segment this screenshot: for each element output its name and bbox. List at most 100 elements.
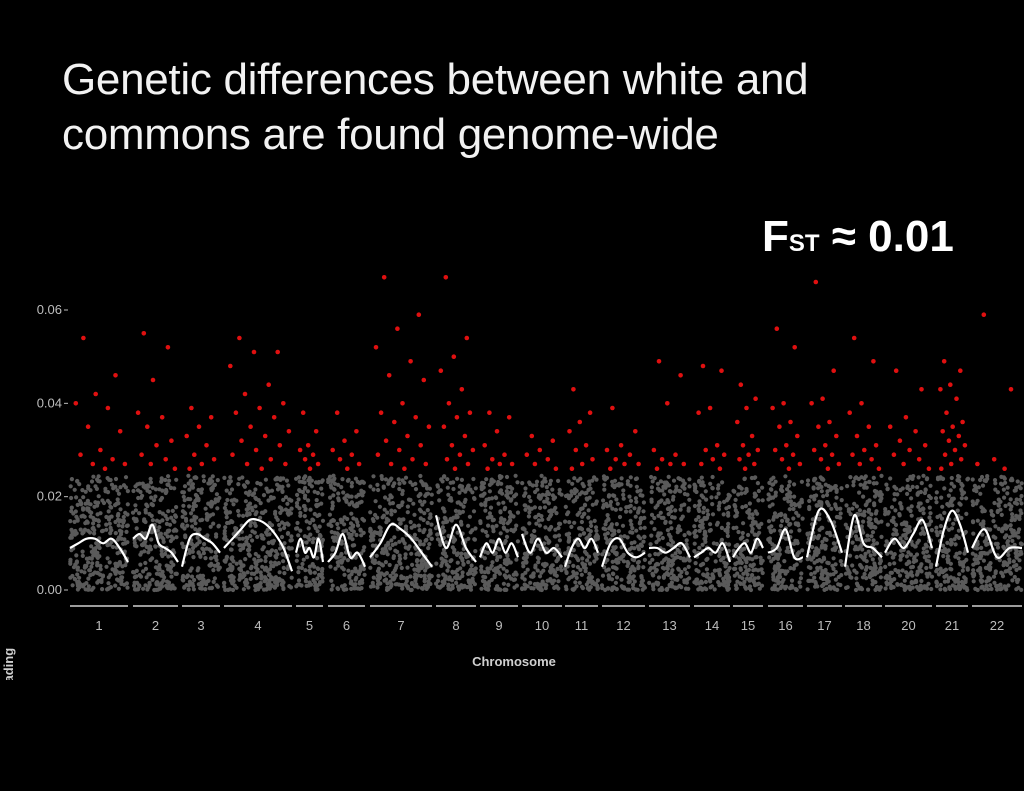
background-point: [885, 511, 891, 516]
background-point: [736, 492, 741, 497]
background-point: [883, 575, 888, 580]
background-point: [316, 566, 321, 572]
background-point: [722, 499, 727, 504]
background-point: [548, 478, 554, 483]
background-point: [708, 551, 714, 556]
background-point: [100, 498, 105, 503]
background-point: [315, 576, 320, 581]
background-point: [915, 540, 920, 545]
background-point: [360, 516, 365, 522]
background-point: [815, 481, 820, 486]
background-point: [317, 572, 322, 577]
background-point: [898, 501, 903, 506]
x-tick-label: 4: [254, 618, 261, 633]
background-point: [531, 571, 536, 576]
background-point: [539, 473, 544, 478]
background-point: [105, 490, 111, 495]
background-point: [435, 532, 441, 537]
background-point: [852, 501, 857, 506]
background-point: [1007, 502, 1012, 507]
outlier-point: [199, 461, 205, 467]
background-point: [739, 548, 744, 553]
background-point: [84, 556, 89, 561]
background-point: [335, 586, 340, 591]
background-point: [703, 539, 708, 544]
background-point: [694, 517, 699, 522]
background-point: [743, 490, 748, 495]
background-point: [265, 582, 270, 587]
background-point: [862, 485, 867, 490]
outlier-point: [532, 461, 538, 467]
background-point: [527, 510, 532, 515]
background-point: [618, 507, 623, 512]
background-point: [542, 505, 548, 510]
background-point: [143, 566, 149, 571]
background-point: [226, 479, 232, 484]
background-point: [673, 586, 678, 591]
background-point: [863, 480, 868, 485]
background-point: [923, 487, 928, 493]
outlier-point: [208, 415, 214, 420]
background-point: [236, 513, 241, 518]
x-tick-label: 11: [575, 618, 589, 633]
background-point: [670, 515, 675, 520]
background-point: [573, 554, 578, 559]
background-point: [1019, 511, 1024, 516]
background-point: [466, 536, 471, 541]
background-point: [929, 528, 935, 533]
background-point: [260, 536, 265, 541]
background-point: [275, 583, 280, 588]
background-point: [918, 489, 924, 495]
outlier-point: [388, 461, 394, 467]
background-point: [1003, 480, 1008, 485]
outlier-point: [831, 368, 836, 373]
background-point: [371, 487, 376, 492]
outlier-point: [857, 461, 863, 467]
background-point: [373, 512, 378, 518]
background-point: [199, 490, 204, 495]
background-point: [494, 523, 499, 528]
background-point: [486, 523, 491, 528]
outlier-point: [958, 368, 963, 373]
background-point: [996, 503, 1001, 508]
background-point: [962, 551, 967, 556]
outlier-point: [386, 373, 392, 378]
fst-subscript: ST: [788, 230, 820, 257]
background-point: [817, 557, 822, 563]
background-point: [266, 489, 272, 494]
background-point: [199, 487, 204, 492]
background-point: [408, 574, 413, 579]
background-point: [241, 587, 246, 592]
background-point: [817, 517, 822, 522]
background-point: [916, 586, 921, 591]
background-point: [535, 555, 540, 560]
background-point: [69, 533, 74, 538]
background-point: [104, 564, 109, 569]
background-point: [273, 554, 278, 559]
background-point: [428, 512, 433, 517]
background-point: [822, 587, 827, 592]
background-point: [387, 562, 392, 568]
background-point: [630, 576, 635, 581]
background-point: [627, 547, 632, 552]
background-point: [336, 526, 341, 531]
background-point: [581, 531, 587, 536]
x-tick-label: 3: [197, 618, 204, 633]
background-point: [838, 511, 843, 516]
background-point: [486, 587, 491, 592]
background-point: [354, 532, 359, 538]
background-point: [236, 508, 241, 514]
background-point: [743, 504, 749, 509]
background-point: [585, 558, 590, 563]
background-point: [659, 587, 664, 592]
background-point: [632, 579, 637, 584]
background-point: [640, 493, 645, 498]
background-point: [498, 554, 503, 559]
background-point: [123, 510, 128, 515]
background-point: [428, 528, 433, 533]
background-point: [595, 578, 601, 583]
background-point: [702, 532, 707, 537]
background-point: [196, 498, 201, 503]
background-point: [619, 545, 624, 550]
background-point: [964, 511, 969, 516]
